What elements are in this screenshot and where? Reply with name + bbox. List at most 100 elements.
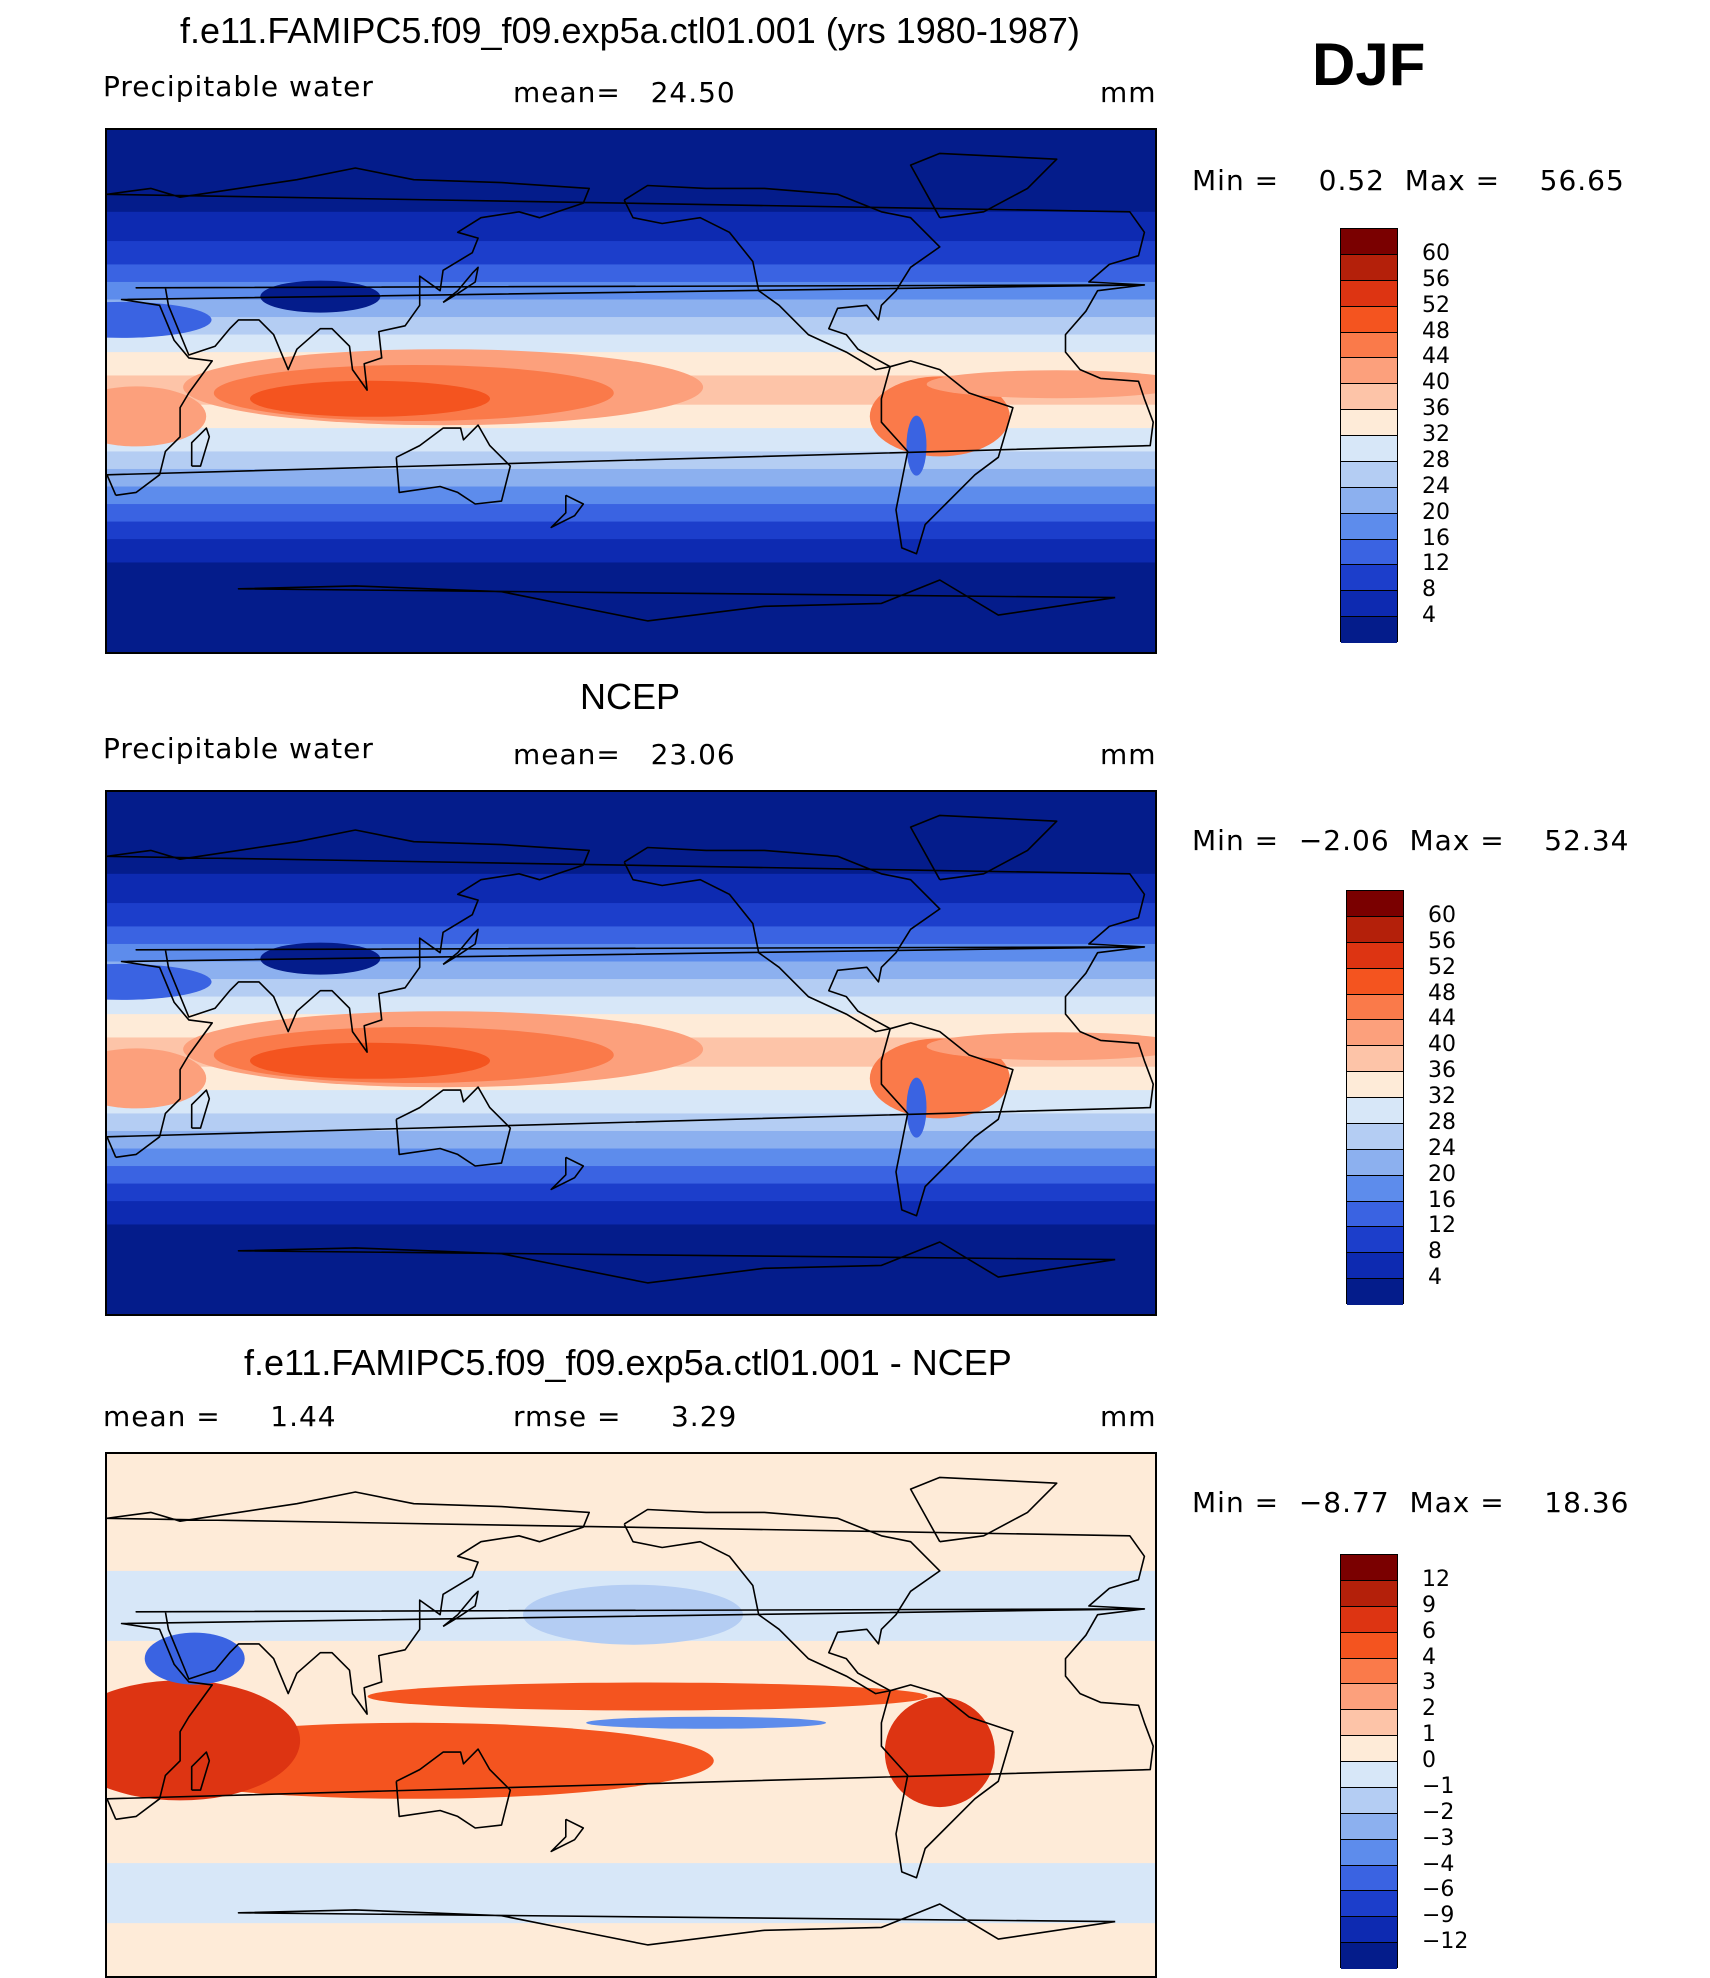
colorbar-tick-label: 52: [1428, 954, 1456, 980]
colorbar-swatch: [1341, 1917, 1397, 1944]
field-negative-anomaly: [523, 1584, 743, 1645]
colorbar-swatch: [1347, 1149, 1403, 1176]
field-band: [107, 539, 1155, 564]
coastline: [880, 360, 1014, 555]
colorbar-tick-label: 24: [1422, 473, 1450, 499]
field-band: [107, 873, 1155, 905]
colorbar-tick-label: 12: [1422, 1566, 1450, 1592]
field-positive-anomaly: [884, 1697, 995, 1808]
colorbar-swatch: [1341, 1658, 1397, 1685]
field-band: [107, 1130, 1155, 1150]
colorbar-swatch: [1341, 254, 1397, 281]
colorbar-swatch: [1341, 1839, 1397, 1866]
panel3-rmse: rmse = 3.29: [513, 1400, 738, 1433]
field-band: [107, 264, 1155, 283]
colorbar-tick-label: 16: [1422, 525, 1450, 551]
map-svg: [107, 792, 1155, 1314]
field-band: [107, 1201, 1155, 1226]
colorbar-swatch: [1341, 539, 1397, 566]
colorbar-tick-label: 9: [1422, 1592, 1436, 1618]
field-dry-region: [906, 415, 927, 476]
colorbar-tick-label: −3: [1422, 1825, 1455, 1851]
field-moist-region: [869, 376, 1010, 457]
coastline: [442, 928, 479, 966]
colorbar-swatch: [1341, 229, 1397, 255]
field-band: [107, 211, 1155, 243]
colorbar-swatch: [1341, 1606, 1397, 1633]
field-moist-region: [869, 1038, 1010, 1119]
map-svg: [107, 1454, 1155, 1976]
colorbar-tick-label: 20: [1428, 1161, 1456, 1187]
coastline: [237, 1903, 1116, 1946]
colorbar-tick-label: 36: [1428, 1058, 1456, 1084]
colorbar-swatch: [1347, 1227, 1403, 1254]
colorbar-swatch: [1347, 916, 1403, 943]
field-band: [107, 1224, 1155, 1314]
field-band: [107, 1166, 1155, 1185]
field-band: [107, 926, 1155, 945]
colorbar-swatch: [1347, 994, 1403, 1021]
colorbar-swatch: [1347, 1046, 1403, 1073]
coastline: [190, 427, 211, 467]
coastline: [442, 1590, 479, 1628]
field-moist-region: [107, 386, 207, 447]
colorbar-tick-label: 48: [1428, 980, 1456, 1006]
coastline: [107, 829, 1146, 1053]
field-band: [107, 562, 1155, 652]
coastline: [623, 846, 941, 1033]
coastline: [107, 167, 1146, 391]
coastline: [880, 1022, 1014, 1217]
colorbar-tick-label: −2: [1422, 1799, 1455, 1825]
field-band: [107, 1863, 1155, 1924]
coastline: [909, 152, 1058, 219]
coastline: [623, 1508, 941, 1695]
field-band: [107, 521, 1155, 541]
colorbar-swatch: [1341, 306, 1397, 333]
colorbar-tick-label: 6: [1422, 1618, 1436, 1644]
colorbar-swatches: [1346, 890, 1404, 1305]
colorbar-tick-label: 40: [1428, 1032, 1456, 1058]
field-dry-region: [107, 301, 212, 338]
colorbar-swatch: [1341, 332, 1397, 359]
coastline: [190, 1751, 211, 1791]
colorbar-swatch: [1347, 1098, 1403, 1124]
colorbar-tick-label: 60: [1428, 902, 1456, 928]
field-negative-anomaly: [144, 1632, 245, 1685]
panel3-map: [105, 1452, 1157, 1978]
field-dry-region: [107, 963, 212, 1000]
panel3-mean: mean = 1.44: [103, 1400, 337, 1433]
colorbar-swatch: [1341, 591, 1397, 618]
panel2-title: NCEP: [580, 676, 681, 717]
colorbar-swatch: [1341, 436, 1397, 462]
panel1-units: mm: [1100, 76, 1157, 109]
colorbar-tick-label: 28: [1428, 1109, 1456, 1135]
colorbar-swatch: [1347, 891, 1403, 917]
coastline: [395, 424, 512, 505]
colorbar-tick-label: 4: [1422, 603, 1436, 629]
field-dry-region: [906, 1077, 927, 1138]
colorbar-tick-label: 12: [1422, 551, 1450, 577]
colorbar-tick-label: 52: [1422, 292, 1450, 318]
panel1-minmax: Min = 0.52 Max = 56.65: [1192, 164, 1625, 197]
colorbar-swatch: [1341, 461, 1397, 488]
colorbar-swatch: [1347, 1072, 1403, 1098]
colorbar-swatch: [1341, 513, 1397, 540]
colorbar-tick-label: 20: [1422, 499, 1450, 525]
colorbar-tick-label: 28: [1422, 447, 1450, 473]
colorbar-tick-label: −12: [1422, 1929, 1469, 1955]
coastline: [442, 266, 479, 304]
panel2-map: [105, 790, 1157, 1316]
colorbar-tick-label: 12: [1428, 1213, 1456, 1239]
colorbar-tick-label: 56: [1428, 928, 1456, 954]
colorbar-swatch: [1341, 565, 1397, 592]
panel3-minmax: Min = −8.77 Max = 18.36: [1192, 1486, 1630, 1519]
colorbar-tick-label: 8: [1422, 577, 1436, 603]
colorbar-swatch: [1347, 1279, 1403, 1305]
colorbar-tick-label: 36: [1422, 396, 1450, 422]
field-band: [107, 130, 1155, 213]
field-band: [107, 317, 1155, 336]
field-band: [107, 1183, 1155, 1203]
field-moist-region: [107, 1048, 207, 1109]
colorbar-swatch: [1347, 968, 1403, 995]
colorbar-tick-label: 60: [1422, 240, 1450, 266]
